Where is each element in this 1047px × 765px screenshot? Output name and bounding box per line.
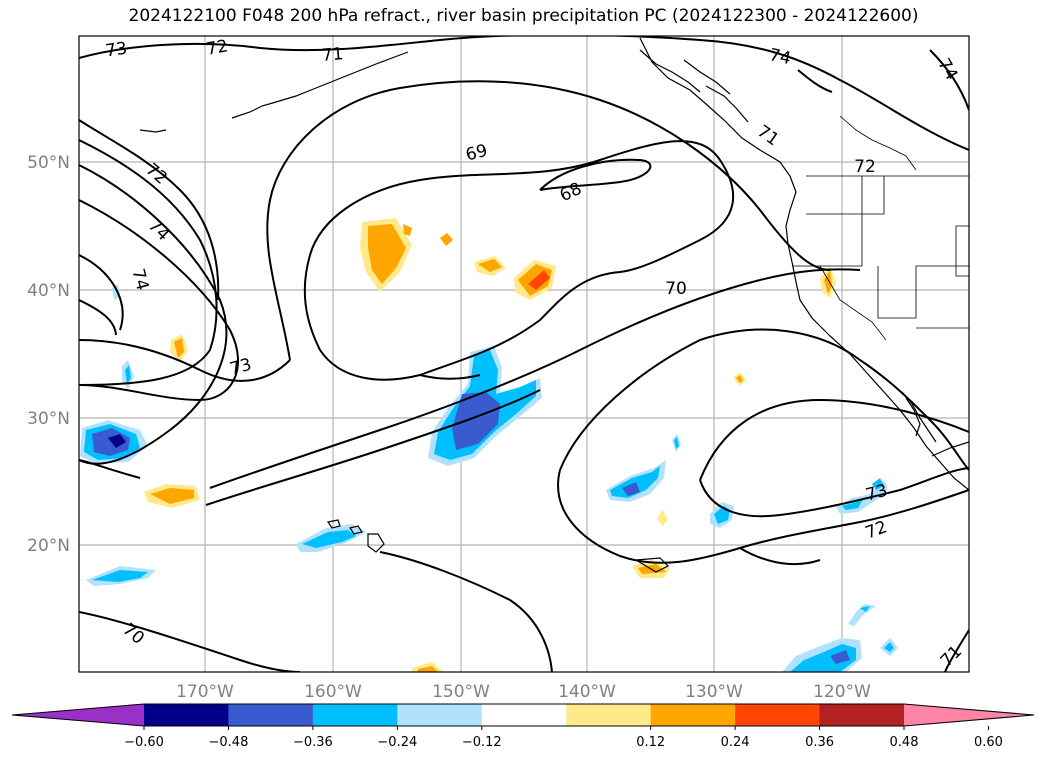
coastlines — [139, 37, 969, 573]
colorbar-tick-label: 0.12 — [636, 735, 665, 750]
lon-label: 140°W — [558, 682, 616, 702]
colorbar-tick-label: −0.48 — [209, 735, 249, 750]
lon-label: 130°W — [685, 682, 743, 702]
contour-lines — [79, 36, 969, 672]
lat-label: 40°N — [27, 281, 70, 301]
lon-label: 120°W — [813, 682, 871, 702]
colorbar-tick-labels: −0.60 −0.48 −0.36 −0.24 −0.12 0.12 0.24 0.36 0.4… — [124, 726, 1003, 750]
contour-label: 70 — [665, 279, 687, 299]
lat-label: 20°N — [27, 536, 70, 556]
contour-label: 71 — [321, 44, 344, 66]
colorbar-segment — [228, 704, 314, 726]
colorbar-tick-label: −0.60 — [124, 735, 164, 750]
colorbar-extend-min — [12, 704, 144, 726]
positive-precip-areas — [144, 218, 836, 672]
colorbar-tick-label: 0.60 — [974, 735, 1003, 750]
lon-label: 170°W — [176, 682, 234, 702]
lon-label: 160°W — [304, 682, 362, 702]
colorbar-tick-label: 0.48 — [890, 735, 919, 750]
contour-label: 72 — [854, 157, 876, 177]
colorbar-segment — [312, 704, 398, 726]
colorbar-tick-label: 0.24 — [721, 735, 750, 750]
colorbar-segment — [819, 704, 905, 726]
lat-label: 50°N — [27, 153, 70, 173]
latitude-labels: 50°N 40°N 30°N 20°N — [27, 153, 70, 556]
colorbar-tick-label: −0.36 — [293, 735, 333, 750]
negative-precip-areas — [80, 284, 898, 672]
lon-label: 150°W — [432, 682, 490, 702]
contour-label: 73 — [104, 39, 128, 62]
colorbar-segment — [397, 704, 483, 726]
colorbar-segment — [566, 704, 652, 726]
colorbar-tick-label: −0.12 — [462, 735, 502, 750]
lat-label: 30°N — [27, 409, 70, 429]
longitude-labels: 170°W 160°W 150°W 140°W 130°W 120°W — [176, 682, 871, 702]
map-background — [79, 36, 969, 672]
colorbar-tick-label: −0.24 — [377, 735, 417, 750]
contour-label: 72 — [205, 36, 230, 59]
colorbar-segment — [735, 704, 821, 726]
colorbar — [11, 703, 1035, 727]
map-frame — [78, 35, 970, 673]
colorbar-segment — [144, 704, 229, 726]
contour-label: 74 — [767, 45, 792, 69]
colorbar-extend-max — [904, 704, 1034, 726]
colorbar-tick-label: 0.36 — [805, 735, 834, 750]
colorbar-segment — [481, 704, 567, 726]
map-title: 2024122100 F048 200 hPa refract., river … — [128, 6, 919, 26]
colorbar-segment — [650, 704, 736, 726]
